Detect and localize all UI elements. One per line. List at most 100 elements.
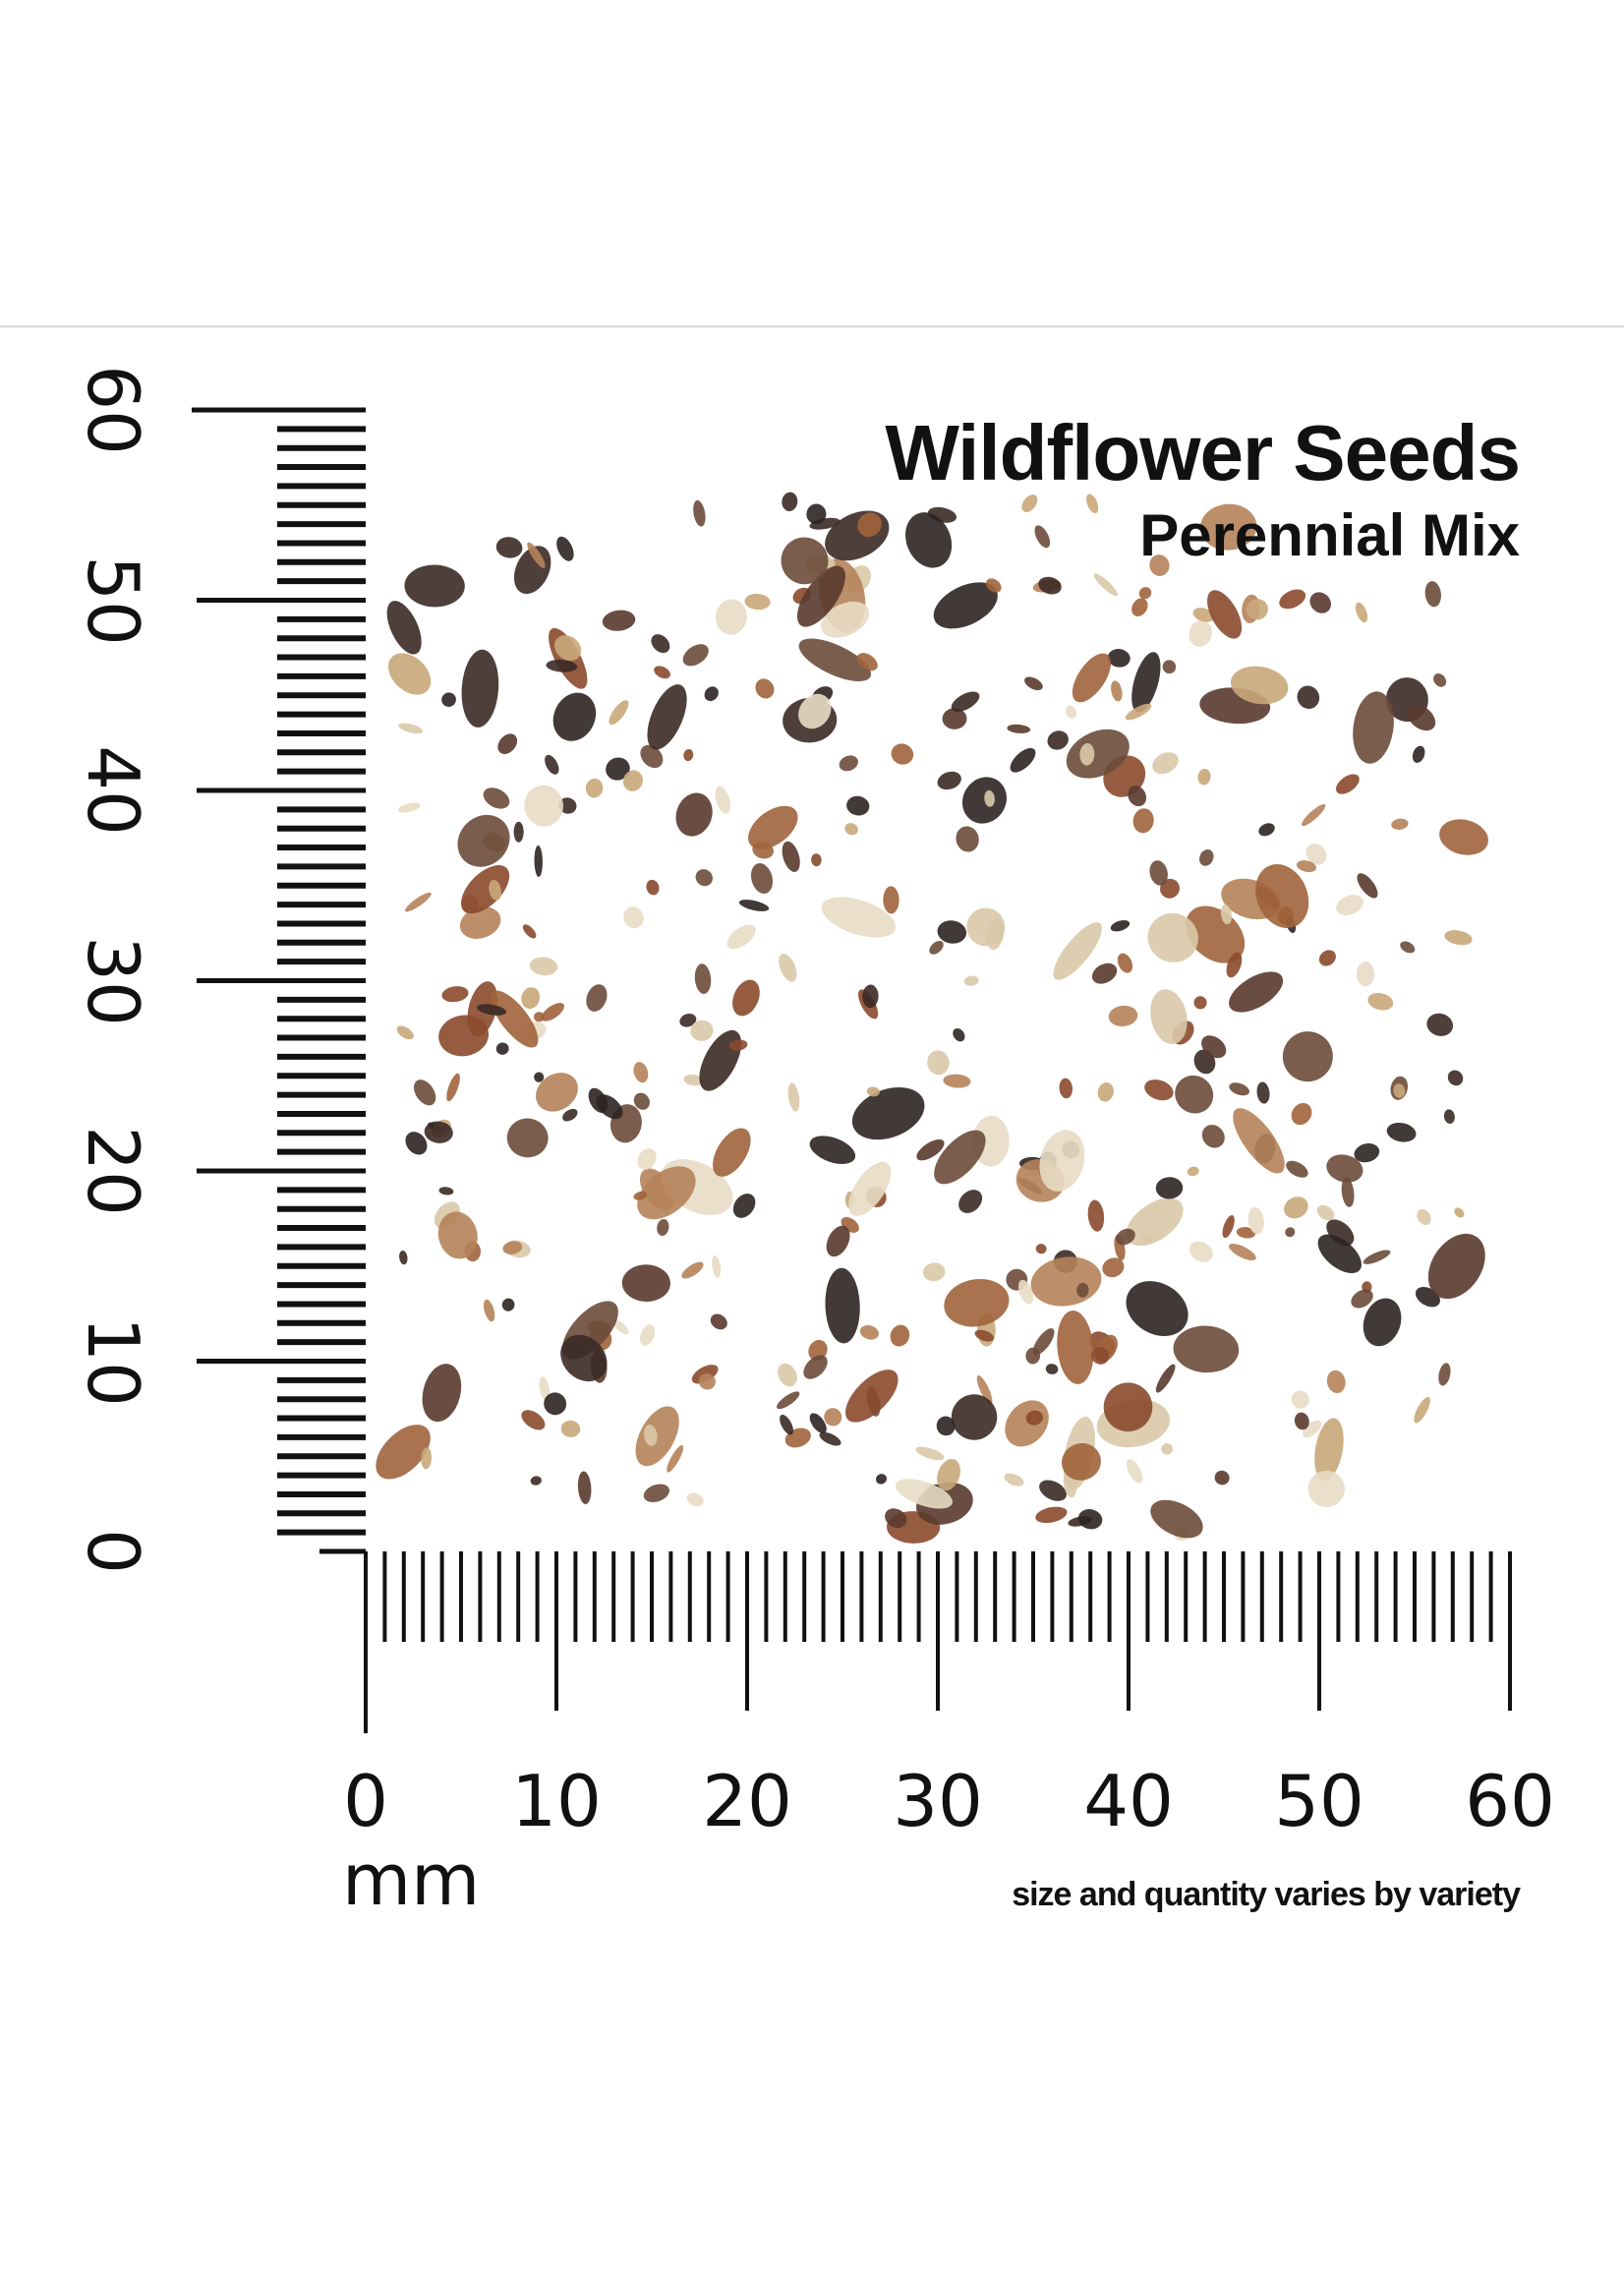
seed — [459, 906, 501, 939]
seed — [621, 1264, 670, 1302]
seed — [1193, 996, 1207, 1010]
seed — [553, 635, 582, 662]
seed — [1108, 1005, 1138, 1026]
seed — [695, 869, 713, 887]
seed — [905, 512, 953, 568]
seed — [1417, 1208, 1431, 1226]
unit-label: mm — [342, 1838, 481, 1921]
seed — [1199, 503, 1257, 551]
horizontal-ruler — [364, 1551, 1512, 1733]
seed — [1427, 1233, 1485, 1300]
seed — [533, 1012, 545, 1022]
seed — [1297, 685, 1320, 709]
seed — [1247, 599, 1268, 620]
seed — [1061, 1443, 1101, 1481]
seed — [1102, 1257, 1125, 1278]
seed — [1086, 494, 1099, 514]
seed — [1318, 950, 1336, 966]
seed — [819, 1431, 841, 1446]
x-axis-label: 60 — [1465, 1760, 1555, 1842]
seed — [1059, 1078, 1073, 1099]
seed — [562, 1108, 578, 1122]
seed — [857, 512, 882, 538]
seed — [809, 1136, 856, 1164]
seed — [1189, 1241, 1213, 1262]
seed — [1161, 1443, 1173, 1455]
seed — [1336, 895, 1363, 915]
seed — [1286, 1160, 1308, 1178]
seed — [713, 1128, 751, 1177]
seed — [1149, 554, 1170, 576]
seed — [1291, 1102, 1312, 1126]
seed — [560, 1334, 608, 1382]
seed — [726, 924, 756, 950]
seed — [1152, 752, 1179, 775]
seed — [643, 1484, 669, 1502]
seed — [1447, 1070, 1464, 1086]
seed — [1103, 1382, 1153, 1432]
seed — [826, 1225, 850, 1257]
seed — [552, 692, 597, 741]
seed — [1126, 1197, 1184, 1247]
seed — [635, 1406, 679, 1467]
seed — [744, 593, 771, 611]
seed — [934, 1130, 986, 1185]
seed — [976, 1375, 993, 1405]
seed — [1363, 1298, 1402, 1347]
seed — [639, 1324, 656, 1346]
seed — [1353, 691, 1394, 764]
seed — [1111, 680, 1123, 702]
seed — [750, 863, 774, 894]
seed — [895, 1479, 953, 1509]
seed — [1316, 1204, 1335, 1221]
x-axis-label: 30 — [893, 1760, 983, 1842]
seed — [1207, 590, 1243, 639]
seed — [654, 666, 670, 679]
top-divider — [0, 325, 1624, 327]
seed — [1189, 620, 1212, 647]
seed — [1005, 1400, 1049, 1447]
seed — [606, 757, 630, 781]
seed — [933, 582, 998, 629]
seed — [1351, 1289, 1373, 1309]
seed — [951, 1394, 998, 1440]
seed — [438, 1015, 490, 1057]
seed — [1393, 1083, 1406, 1098]
seed — [686, 1492, 704, 1507]
seed — [974, 1329, 995, 1342]
seed — [1128, 786, 1147, 807]
seed — [637, 1166, 696, 1220]
seed — [1079, 743, 1095, 766]
seed — [782, 841, 800, 872]
seed — [495, 537, 523, 558]
seed — [1439, 819, 1488, 855]
seed — [539, 1376, 551, 1401]
seed — [862, 984, 879, 1009]
seed — [821, 897, 897, 938]
seed — [1443, 1109, 1455, 1124]
seed — [715, 786, 730, 814]
seed — [1149, 860, 1168, 886]
seed — [943, 1074, 971, 1088]
seed — [1117, 953, 1133, 973]
seed — [748, 805, 798, 849]
seed — [796, 565, 845, 627]
seed — [738, 900, 770, 911]
seed — [681, 1261, 704, 1279]
seed — [622, 770, 643, 791]
seed — [536, 1073, 578, 1112]
seed — [752, 842, 774, 859]
seed — [585, 778, 604, 798]
seed — [1256, 1081, 1270, 1104]
seed — [527, 542, 546, 568]
x-axis-label: 40 — [1083, 1760, 1174, 1842]
seed — [798, 638, 872, 681]
seed — [1303, 1420, 1322, 1438]
seed — [422, 1364, 462, 1423]
seed — [778, 1363, 797, 1387]
seed — [1110, 920, 1131, 932]
seed — [513, 821, 524, 843]
seed — [477, 1004, 507, 1016]
seed — [1116, 1228, 1135, 1246]
